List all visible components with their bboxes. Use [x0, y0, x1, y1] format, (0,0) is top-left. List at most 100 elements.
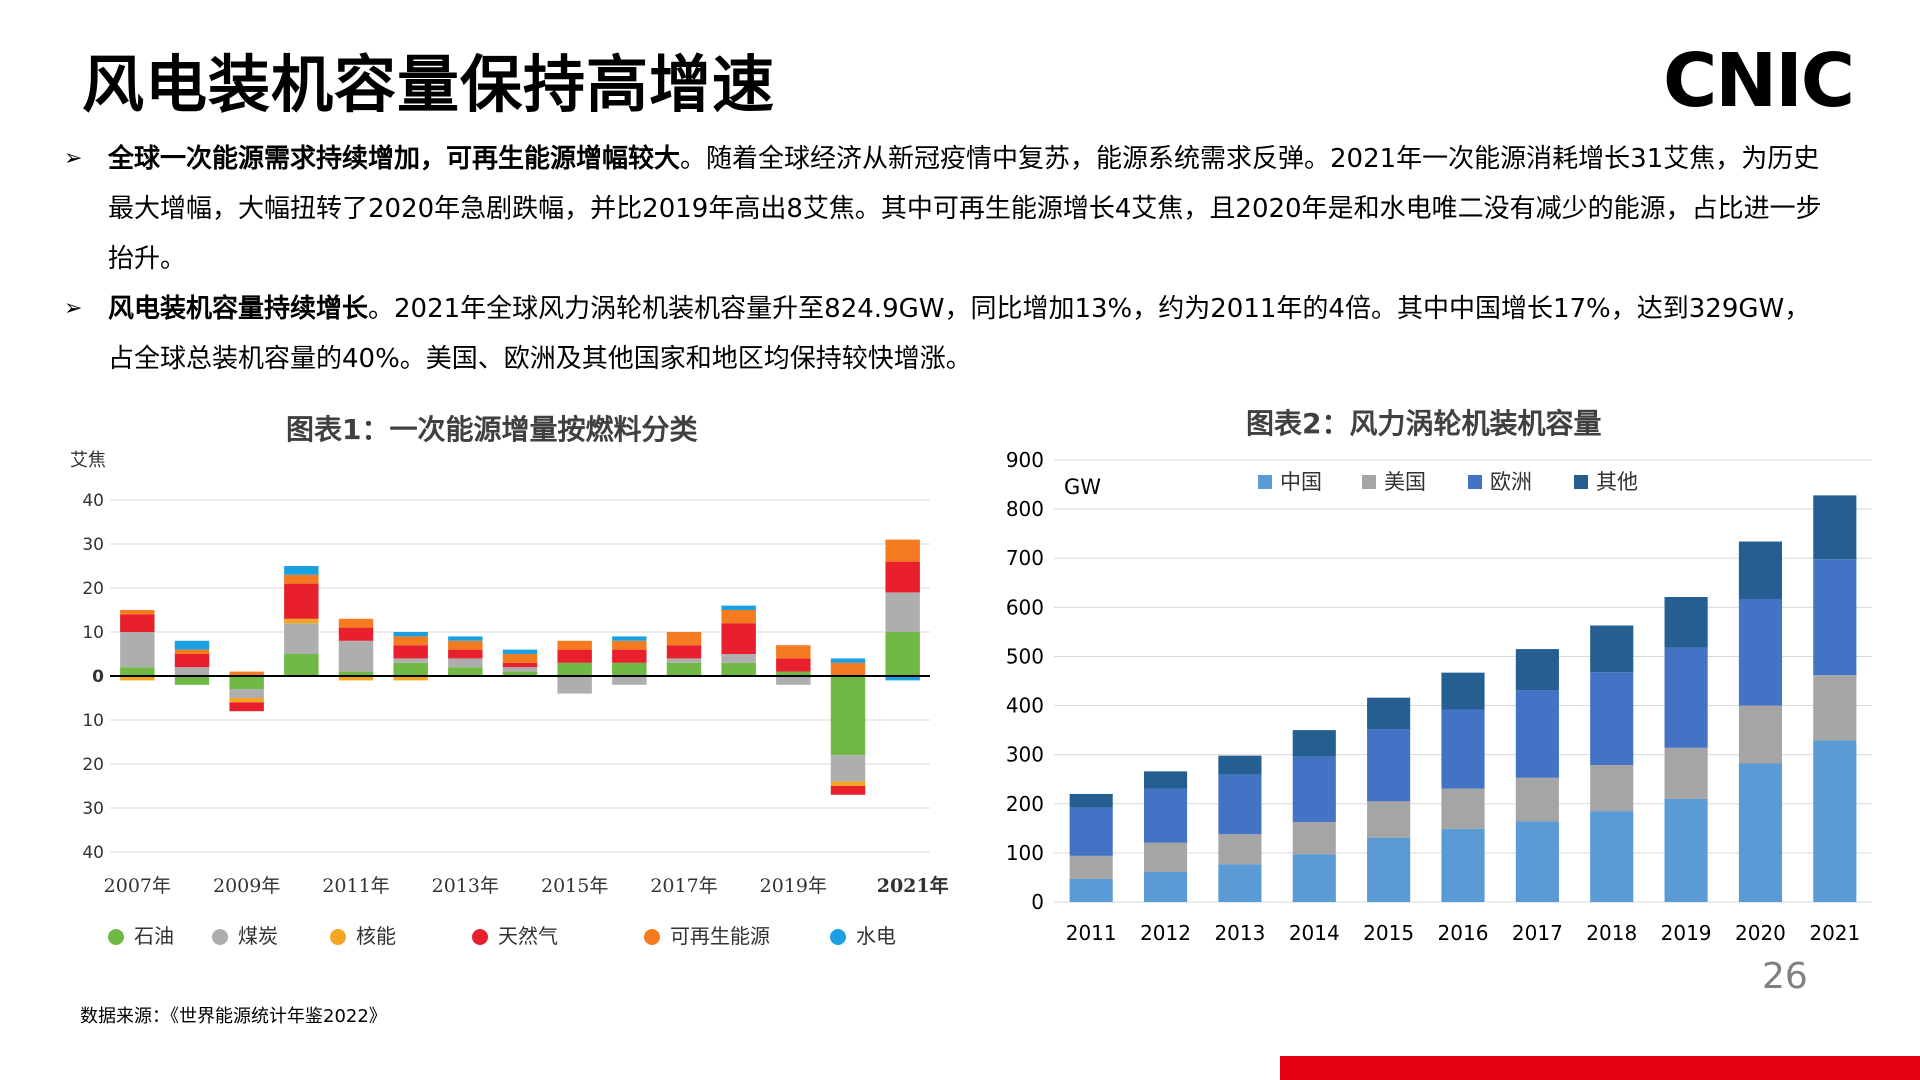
chart1-bar-segment	[666, 645, 702, 659]
chart2-bar-segment	[1813, 740, 1857, 902]
chart2-bar-segment	[1143, 842, 1188, 873]
chart1-bar-segment	[612, 662, 647, 676]
chart2-y-tick-label: 200	[1006, 792, 1044, 816]
chart1-y-tick-label: 0	[92, 667, 104, 687]
chart2-bar-segment	[1292, 730, 1336, 757]
bullet-text: 。随着全球经济从新冠疫情中复苏，能源系统需求反弹。2021年一次能源消耗增长31…	[108, 144, 1822, 274]
slide-title: 风电装机容量保持高增速	[82, 48, 776, 121]
page-number: 26	[1762, 956, 1808, 997]
chart1-x-tick-label: 2009年	[213, 875, 280, 897]
chart2-title: 图表2：风力涡轮机装机容量	[1246, 407, 1602, 440]
arrow-bullet-icon: ➢	[64, 146, 83, 171]
chart1-y-tick-label: 20	[82, 755, 104, 775]
chart1-bar-segment	[502, 654, 538, 663]
chart1-bar-segment	[229, 702, 264, 712]
chart1-bar-segment	[612, 649, 647, 663]
chart1-bar-segment	[885, 676, 920, 681]
chart1-x-tick-label: 2007年	[104, 875, 171, 897]
chart1-bar-segment	[120, 610, 155, 615]
chart1-y-tick-label: 20	[82, 579, 104, 599]
chart1-bar-segment	[502, 649, 538, 654]
chart1-bar-segment	[721, 623, 756, 654]
chart1-bar-segment	[721, 605, 756, 610]
chart2-bar-segment	[1590, 672, 1634, 765]
chart1-bar-segment	[338, 618, 374, 628]
chart2-x-tick-label: 2013	[1214, 921, 1265, 945]
chart1-bar-segment	[284, 654, 319, 676]
chart1-bar-segment	[120, 632, 155, 668]
chart1-y-tick-label: 30	[82, 799, 104, 819]
chart1-bar-segment	[448, 658, 483, 668]
data-source: 数据来源：《世界能源统计年鉴2022》	[80, 1006, 387, 1027]
chart1-bar-segment	[229, 671, 264, 676]
chart2-x-tick-label: 2015	[1363, 921, 1414, 945]
chart2-bar-segment	[1515, 777, 1559, 822]
bullet-item: ➢ 风电装机容量持续增长。2021年全球风力涡轮机装机容量升至824.9GW，同…	[64, 284, 1834, 384]
chart2-x-tick-label: 2019	[1661, 921, 1712, 945]
chart1-bar-segment	[612, 640, 647, 650]
chart2-bar-segment	[1143, 788, 1188, 843]
chart1-bar-segment	[830, 662, 866, 676]
chart1-bar-segment	[393, 662, 428, 676]
chart1-x-tick-label: 2021年	[877, 874, 949, 897]
legend-dot-icon	[330, 929, 346, 945]
chart2-bar-segment	[1069, 807, 1113, 856]
chart1-bar-segment	[776, 645, 811, 659]
chart1-bar-segment	[448, 640, 483, 650]
chart2-x-tick-label: 2012	[1140, 921, 1191, 945]
chart1-bar-segment	[174, 667, 210, 676]
chart2-bar-segment	[1143, 771, 1188, 789]
chart1-x-tick-label: 2019年	[760, 875, 827, 897]
chart1-bar-segment	[393, 676, 428, 681]
chart1-bar-segment	[284, 623, 319, 654]
bullet-heading: 风电装机容量持续增长	[108, 294, 369, 324]
chart2-bar-segment	[1664, 747, 1708, 799]
chart1-bar-segment	[885, 632, 920, 676]
chart1-bar-segment	[120, 667, 155, 676]
chart2-x-tick-label: 2021	[1809, 921, 1860, 945]
chart1-title: 图表1：一次能源增量按燃料分类	[286, 413, 698, 446]
chart1-bar-segment	[174, 640, 210, 650]
chart2-legend-swatch	[1258, 475, 1272, 489]
chart2-bar-segment	[1292, 821, 1336, 855]
chart2-bar-segment	[1664, 597, 1708, 648]
chart2-legend-label: 中国	[1280, 470, 1322, 494]
chart2-bar-segment	[1367, 801, 1411, 838]
chart2-y-tick-label: 600	[1006, 595, 1044, 619]
chart1-bar-segment	[174, 676, 210, 685]
legend-dot-icon	[472, 929, 488, 945]
chart2-bar-segment	[1738, 541, 1783, 599]
chart2-bar-segment	[1515, 821, 1559, 902]
chart2-bar-segment	[1441, 828, 1485, 902]
chart1-legend-label: 煤炭	[238, 924, 278, 948]
chart2-bar-segment	[1738, 598, 1783, 706]
chart2-bar-segment	[1590, 811, 1634, 902]
chart1-bar-segment	[284, 566, 319, 575]
bullet-item: ➢ 全球一次能源需求持续增加，可再生能源增幅较大。随着全球经济从新冠疫情中复苏，…	[64, 134, 1834, 284]
chart2-y-tick-label: 400	[1006, 694, 1044, 718]
chart1-bar-segment	[776, 658, 811, 672]
chart2-legend-swatch	[1362, 475, 1376, 489]
chart1-bar-segment	[721, 654, 756, 663]
chart1-legend-label: 核能	[356, 924, 396, 948]
chart1-bar-segment	[502, 662, 538, 668]
chart2-bar-segment	[1813, 559, 1857, 676]
chart1-bar-segment	[776, 676, 811, 685]
chart1-bar-segment	[885, 561, 920, 593]
chart2-y-tick-label: 300	[1006, 743, 1044, 767]
chart1-y-tick-label: 10	[82, 623, 104, 643]
chart2-bar-segment	[1441, 672, 1485, 710]
chart2-x-tick-label: 2018	[1586, 921, 1637, 945]
chart1-legend-item: 核能	[330, 920, 396, 949]
chart2-y-tick-label: 900	[1006, 448, 1044, 472]
chart2-x-tick-label: 2011	[1066, 921, 1117, 945]
chart1-legend-item: 可再生能源	[644, 920, 770, 949]
chart1-bar-segment	[284, 574, 319, 584]
chart1-legend-item: 水电	[830, 920, 896, 949]
chart2-bar-segment	[1515, 690, 1559, 778]
chart1-bar-segment	[393, 636, 428, 646]
chart1-legend-label: 天然气	[498, 924, 558, 948]
chart1-bar-segment	[502, 671, 538, 676]
chart1-bar-segment	[393, 658, 428, 663]
